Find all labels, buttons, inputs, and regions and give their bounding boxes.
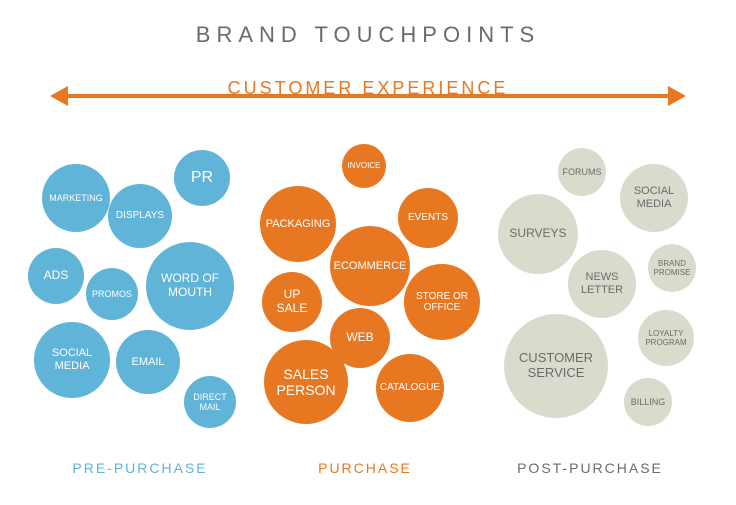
bubble-label: EMAIL (127, 356, 168, 369)
bubble-label: MARKETING (45, 193, 107, 203)
customer-experience-arrow (50, 86, 686, 106)
bubble-label: STORE OR OFFICE (412, 291, 472, 314)
bubble-pre-1: DISPLAYS (108, 184, 172, 248)
bubble-label: SOCIAL MEDIA (48, 347, 96, 372)
bubble-label: EVENTS (404, 212, 452, 224)
stage-label-post: POST-PURCHASE (517, 460, 663, 476)
bubble-buy-2: EVENTS (398, 188, 458, 248)
bubble-post-7: BILLING (624, 378, 672, 426)
bubble-label: DISPLAYS (112, 210, 168, 222)
bubble-label: FORUMS (559, 167, 606, 177)
bubble-label: PROMOS (88, 289, 136, 299)
bubble-buy-3: ECOMMERCE (330, 226, 410, 306)
bubble-label: SALES PERSON (272, 366, 339, 398)
bubble-post-6: CUSTOMER SERVICE (504, 314, 608, 418)
bubble-label: UP SALE (273, 288, 312, 316)
bubble-label: BRAND PROMISE (650, 259, 695, 277)
bubble-buy-5: STORE OR OFFICE (404, 264, 480, 340)
bubble-label: INVOICE (344, 161, 385, 170)
bubble-label: ECOMMERCE (330, 260, 411, 273)
bubble-label: CUSTOMER SERVICE (515, 351, 597, 381)
page-title: BRAND TOUCHPOINTS (0, 22, 736, 48)
bubble-pre-5: WORD OF MOUTH (146, 242, 234, 330)
bubble-post-4: NEWS LETTER (568, 250, 636, 318)
bubble-post-0: FORUMS (558, 148, 606, 196)
bubble-label: DIRECT MAIL (189, 392, 231, 413)
bubble-label: PACKAGING (262, 218, 335, 231)
bubble-pre-6: SOCIAL MEDIA (34, 322, 110, 398)
arrow-line (68, 94, 668, 98)
bubble-label: PR (187, 169, 217, 187)
bubble-pre-8: DIRECT MAIL (184, 376, 236, 428)
stage-label-pre: PRE-PURCHASE (72, 460, 207, 476)
bubbles-area: MARKETING DISPLAYS PR ADS PROMOS WORD OF MOUT… (0, 138, 736, 438)
bubble-label: WORD OF MOUTH (157, 272, 223, 300)
bubble-label: NEWS LETTER (577, 271, 627, 296)
bubble-buy-8: CATALOGUE (376, 354, 444, 422)
bubble-pre-0: MARKETING (42, 164, 110, 232)
bubble-pre-4: PROMOS (86, 268, 138, 320)
bubble-buy-0: INVOICE (342, 144, 386, 188)
arrow-left-icon (50, 86, 68, 106)
bubble-label: WEB (342, 331, 377, 345)
stage-label-buy: PURCHASE (318, 460, 412, 476)
bubble-buy-7: SALES PERSON (264, 340, 348, 424)
bubble-label: LOYALTY PROGRAM (641, 329, 690, 347)
arrow-right-icon (668, 86, 686, 106)
bubble-buy-1: PACKAGING (260, 186, 336, 262)
bubble-pre-7: EMAIL (116, 330, 180, 394)
bubble-label: SOCIAL MEDIA (630, 185, 678, 210)
bubble-label: CATALOGUE (376, 382, 444, 394)
bubble-buy-4: UP SALE (262, 272, 322, 332)
bubble-pre-2: PR (174, 150, 230, 206)
bubble-pre-3: ADS (28, 248, 84, 304)
bubble-label: ADS (40, 269, 73, 283)
bubble-post-1: SOCIAL MEDIA (620, 164, 688, 232)
bubble-post-3: BRAND PROMISE (648, 244, 696, 292)
bubble-post-5: LOYALTY PROGRAM (638, 310, 694, 366)
bubble-post-2: SURVEYS (498, 194, 578, 274)
bubble-label: BILLING (627, 397, 670, 407)
bubble-label: SURVEYS (505, 227, 570, 241)
